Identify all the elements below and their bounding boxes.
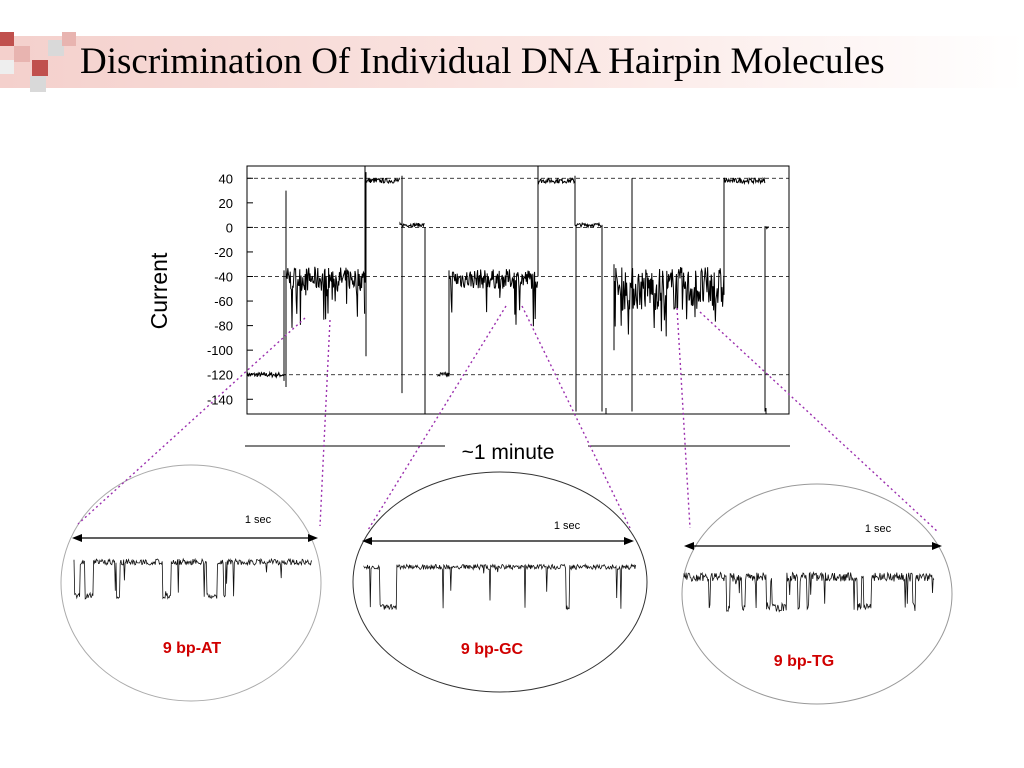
inset-tg-scale-label: 1 sec bbox=[865, 523, 892, 535]
y-tick-label: -80 bbox=[214, 319, 233, 334]
zoom-line-gc-left bbox=[367, 305, 507, 531]
inset-at-label: 9 bp-AT bbox=[163, 640, 222, 657]
zoom-line-at-right bbox=[319, 319, 331, 527]
inset-at-scale-label: 1 sec bbox=[245, 514, 272, 526]
zoom-circle-tg bbox=[681, 483, 953, 705]
inset-at-arrowhead-right bbox=[308, 534, 318, 542]
main-current-trace bbox=[246, 166, 769, 412]
y-tick-label: 40 bbox=[219, 171, 233, 186]
y-tick-label: 0 bbox=[226, 220, 233, 235]
time-scale-label: ~1 minute bbox=[462, 441, 555, 464]
title-band bbox=[0, 36, 1024, 88]
y-tick-label: -40 bbox=[214, 269, 233, 284]
inset-tg-label: 9 bp-TG bbox=[774, 653, 834, 670]
deco-square-6 bbox=[30, 76, 46, 92]
y-tick-label: -100 bbox=[207, 343, 233, 358]
zoom-circle-gc bbox=[352, 471, 648, 693]
y-tick-label: 20 bbox=[219, 196, 233, 211]
inset-tg-arrowhead-left bbox=[684, 542, 694, 550]
deco-square-2 bbox=[14, 46, 30, 62]
y-axis-label: Current bbox=[146, 252, 172, 329]
inset-at-trace bbox=[73, 557, 312, 600]
zoom-line-tg-right bbox=[699, 311, 939, 533]
inset-gc-trace bbox=[363, 563, 636, 611]
deco-square-7 bbox=[0, 60, 14, 74]
slide-title: Discrimination Of Individual DNA Hairpin… bbox=[80, 41, 885, 82]
main-plot-frame bbox=[246, 165, 790, 415]
inset-gc-scale-label: 1 sec bbox=[554, 520, 581, 532]
y-tick-label: -140 bbox=[207, 392, 233, 407]
zoom-line-tg-left bbox=[676, 307, 691, 529]
y-tick-label: -60 bbox=[214, 294, 233, 309]
deco-square-1 bbox=[0, 32, 14, 46]
inset-tg-arrowhead-right bbox=[932, 542, 942, 550]
inset-gc-arrowhead-right bbox=[624, 537, 634, 545]
zoom-line-at-left bbox=[77, 317, 306, 525]
zoom-line-gc-right bbox=[521, 305, 631, 529]
inset-gc-arrowhead-left bbox=[362, 537, 372, 545]
inset-at-arrowhead-left bbox=[72, 534, 82, 542]
inset-gc-label: 9 bp-GC bbox=[461, 641, 524, 658]
zoom-circle-at bbox=[60, 464, 322, 702]
deco-square-4 bbox=[48, 40, 64, 56]
y-tick-label: -120 bbox=[207, 368, 233, 383]
inset-tg-trace bbox=[683, 571, 935, 613]
deco-square-5 bbox=[62, 32, 76, 46]
y-tick-label: -20 bbox=[214, 245, 233, 260]
deco-square-3 bbox=[32, 60, 48, 76]
